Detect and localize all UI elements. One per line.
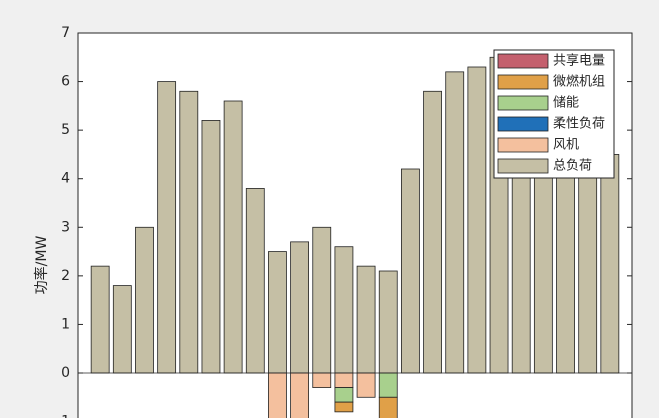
bar xyxy=(157,81,177,374)
bar xyxy=(179,90,199,374)
bar xyxy=(378,396,398,418)
bar xyxy=(334,372,354,388)
bar xyxy=(378,270,398,374)
y-tick-label: 5 xyxy=(61,122,70,138)
bar xyxy=(312,372,332,388)
y-axis-label: 功率/MW xyxy=(33,236,50,295)
y-tick-label: 1 xyxy=(61,316,70,332)
legend-label: 微燃机组 xyxy=(553,74,605,90)
legend-label: 柔性负荷 xyxy=(553,117,605,132)
bar xyxy=(334,246,354,374)
legend-label: 风机 xyxy=(553,138,579,153)
bar xyxy=(356,265,376,374)
legend-swatch xyxy=(497,95,549,111)
bar xyxy=(312,226,332,374)
y-tick-label: 2 xyxy=(61,268,70,284)
y-tick-label: 7 xyxy=(61,25,70,41)
bar xyxy=(334,401,354,413)
bar xyxy=(445,71,465,374)
y-tick-label: 0 xyxy=(61,365,70,381)
bar xyxy=(223,100,243,374)
legend-box xyxy=(493,49,615,179)
bar xyxy=(334,387,354,403)
bar xyxy=(600,154,620,374)
bar xyxy=(112,285,132,374)
bar xyxy=(201,120,221,374)
bar xyxy=(467,66,487,374)
axes-box xyxy=(77,32,633,418)
legend-swatch xyxy=(497,74,549,90)
bar xyxy=(90,265,110,374)
bar xyxy=(290,372,310,418)
bar xyxy=(423,90,442,374)
bar xyxy=(290,241,310,374)
bar xyxy=(245,188,265,374)
bar xyxy=(268,372,287,418)
legend-label: 储能 xyxy=(553,96,579,111)
y-tick-label: 3 xyxy=(61,219,70,235)
legend-swatch xyxy=(497,158,549,174)
y-tick-label: 6 xyxy=(61,74,70,90)
legend-swatch xyxy=(497,116,549,132)
bar xyxy=(268,251,287,374)
y-tick-label: -1 xyxy=(56,414,70,418)
legend-swatch xyxy=(497,137,549,153)
y-tick-label: 4 xyxy=(61,171,70,187)
legend-label: 总负荷 xyxy=(553,159,592,174)
bar xyxy=(135,226,154,374)
bar xyxy=(400,168,420,374)
bar xyxy=(356,372,376,398)
legend-swatch xyxy=(497,53,549,69)
bar xyxy=(378,372,398,398)
legend-label: 共享电量 xyxy=(553,53,605,69)
